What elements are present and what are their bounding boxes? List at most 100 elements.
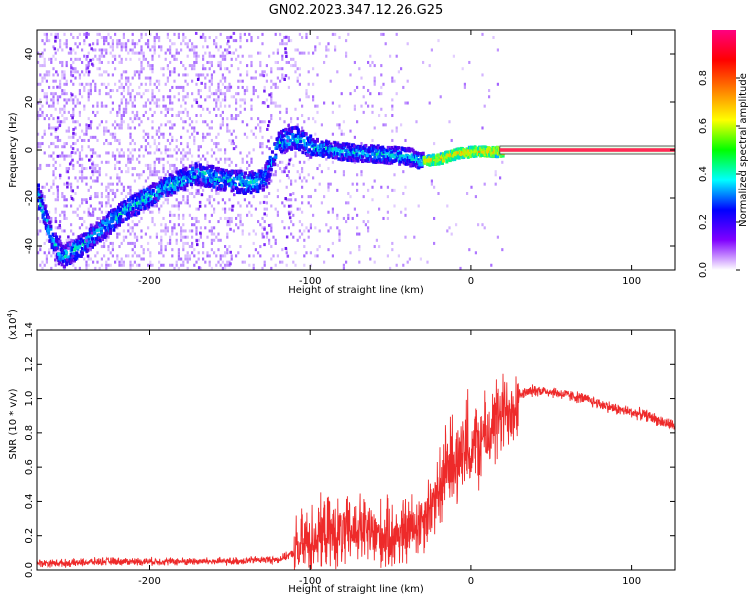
spectrogram-cell xyxy=(105,126,108,130)
spectrogram-cell xyxy=(195,220,198,224)
spectrogram-cell xyxy=(184,201,187,205)
spectrogram-cell xyxy=(89,120,93,124)
spectrogram-cell xyxy=(72,67,75,71)
spectrogram-cell xyxy=(147,64,150,68)
spectrogram-cell xyxy=(336,188,339,192)
spectrogram-cell xyxy=(118,151,121,155)
spectrogram-cell xyxy=(81,223,84,227)
spectrogram-cell xyxy=(353,150,357,155)
spectrogram-cell xyxy=(239,169,243,174)
spectrogram-cell xyxy=(41,114,44,117)
spectrogram-cell xyxy=(259,129,262,133)
spectrogram-cell xyxy=(286,174,289,177)
spectrogram-cell xyxy=(107,198,110,202)
spectrogram-cell xyxy=(162,263,165,267)
spectrogram-cell xyxy=(215,192,218,195)
spectrogram-cell xyxy=(327,48,330,52)
spectrogram-cell xyxy=(248,184,252,188)
spectrogram-cell xyxy=(133,192,136,195)
spectrogram-cell xyxy=(105,195,108,199)
spectrogram-cell xyxy=(41,142,44,146)
spectrogram-cell xyxy=(268,93,271,97)
spectrogram-cell xyxy=(426,162,430,166)
spectrogram-cell xyxy=(252,254,255,258)
spectrogram-cell xyxy=(151,220,154,224)
spectrogram-cell xyxy=(87,92,90,96)
spectrogram-cell xyxy=(463,85,466,89)
spectrogram-cell xyxy=(235,92,238,96)
spectrogram-cell xyxy=(129,241,132,245)
spectrogram-cell xyxy=(356,182,359,186)
spectrogram-cell xyxy=(133,114,136,117)
spectrogram-cell xyxy=(272,51,275,55)
spectrogram-cell xyxy=(188,117,191,121)
spectrogram-cell xyxy=(98,92,101,96)
spectrogram-cell xyxy=(52,179,55,183)
spectrogram-cell xyxy=(268,156,272,160)
spectrogram-cell xyxy=(124,206,128,211)
spectrogram-cell xyxy=(72,167,75,171)
spectrogram-cell xyxy=(118,85,121,89)
spectrogram-cell xyxy=(39,190,43,194)
spectrogram-cell xyxy=(173,167,176,171)
spectrogram-cell xyxy=(175,170,179,174)
spectrogram-cell xyxy=(63,89,66,93)
spectrogram-cell xyxy=(158,89,161,93)
spectrogram-cell xyxy=(367,226,370,230)
spectrogram-cell xyxy=(158,207,161,211)
spectrogram-cell xyxy=(237,251,240,255)
spectrogram-cell xyxy=(86,254,90,258)
spectrogram-cell xyxy=(254,135,257,139)
spectrogram-cell xyxy=(92,207,95,211)
spectrogram-cell xyxy=(162,195,165,199)
spectrogram-cell xyxy=(153,82,156,86)
spectrogram-cell xyxy=(267,181,271,185)
spectrogram-cell xyxy=(94,85,97,89)
spectrogram-cell xyxy=(356,85,359,89)
spectrogram-cell xyxy=(92,57,95,61)
spectrogram-cell xyxy=(179,169,183,173)
spectrogram-cell xyxy=(246,89,249,93)
spectrogram-cell xyxy=(195,51,198,55)
spectrogram-cell xyxy=(188,148,191,152)
spectrogram-cell xyxy=(108,230,112,235)
spectrogram-cell xyxy=(153,204,156,208)
spectrogram-cell xyxy=(496,82,499,86)
spectrogram-cell xyxy=(89,82,92,86)
spectrogram-cell xyxy=(56,154,60,158)
spectrogram-cell xyxy=(105,39,108,43)
spectrogram-cell xyxy=(101,224,105,229)
spectrogram-cell xyxy=(204,226,207,230)
spectrogram-cell xyxy=(182,195,185,199)
spectrogram-cell xyxy=(146,187,150,192)
spectrogram-cell xyxy=(39,73,42,77)
spectrogram-cell xyxy=(279,42,282,46)
spectrogram-cell xyxy=(318,163,321,167)
spectrogram-cell xyxy=(81,198,84,202)
spectrogram-cell xyxy=(312,82,315,86)
spectrogram-cell xyxy=(213,198,216,202)
spectrogram-cell xyxy=(169,48,172,52)
spectrogram-cell xyxy=(140,64,143,68)
spectrogram-cell xyxy=(494,170,497,174)
spectrogram-cell xyxy=(250,157,253,161)
spectrogram-cell xyxy=(263,89,266,93)
spectrogram-cell xyxy=(333,141,337,145)
spectrogram-cell xyxy=(274,60,277,64)
spectrogram-cell xyxy=(169,107,172,111)
spectrogram-cell xyxy=(247,181,251,185)
spectrogram-cell xyxy=(65,101,68,105)
spectrogram-cell xyxy=(412,160,416,165)
spectrogram-cell xyxy=(285,107,288,111)
spectrogram-cell xyxy=(166,154,169,158)
spectrogram-cell xyxy=(391,129,394,133)
spectrogram-cell xyxy=(182,148,185,152)
spectrogram-cell xyxy=(96,195,99,199)
spectrogram-cell xyxy=(37,190,40,195)
spectrogram-cell xyxy=(387,161,391,166)
spectrogram-cell xyxy=(100,82,103,86)
spectrogram-cell xyxy=(100,257,103,261)
spectrogram-cell xyxy=(171,204,174,208)
spectrogram-cell xyxy=(185,183,189,187)
spectrogram-cell xyxy=(131,173,134,177)
